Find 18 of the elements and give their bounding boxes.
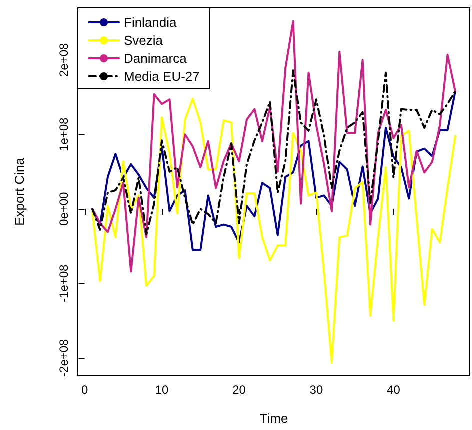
y-axis-title: Export Cina (12, 157, 27, 226)
legend-label: Media EU-27 (124, 69, 200, 84)
x-tick-label: 0 (81, 383, 88, 397)
x-tick-label: 30 (310, 383, 324, 397)
y-tick-label: -1e+08 (57, 264, 71, 302)
line-series (92, 70, 456, 236)
x-tick-label: 20 (232, 383, 246, 397)
y-tick-label: 0e+00 (57, 192, 71, 226)
legend-label: Danimarca (124, 51, 188, 66)
y-tick-label: 1e+08 (57, 117, 71, 152)
y-tick-label: -2e+08 (57, 338, 71, 377)
legend-label: Finlandia (124, 15, 178, 30)
x-tick-label: 40 (387, 383, 401, 397)
legend-label: Svezia (124, 33, 164, 48)
line-series (92, 98, 456, 364)
x-axis-title: Time (260, 411, 288, 426)
x-tick-label: 10 (155, 383, 170, 397)
y-tick-label: 2e+08 (57, 42, 71, 77)
